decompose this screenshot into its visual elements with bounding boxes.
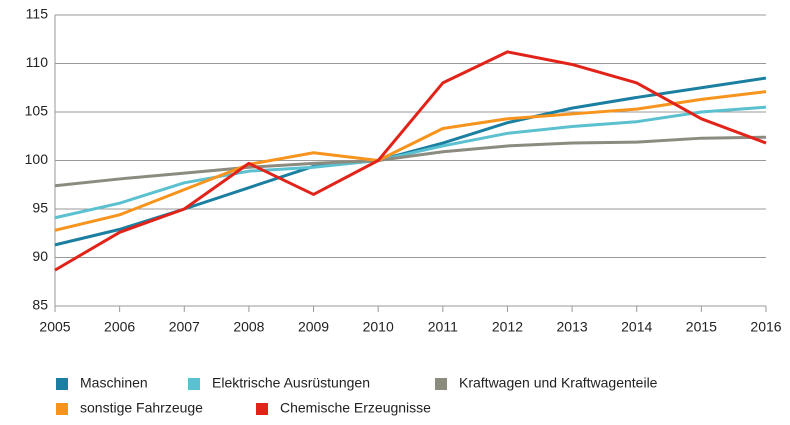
y-tick-label: 115 — [26, 6, 49, 22]
x-tick-label: 2015 — [686, 319, 717, 335]
x-tick-label: 2014 — [621, 319, 652, 335]
legend-swatch — [435, 378, 447, 390]
series-line — [54, 135, 767, 188]
x-tick-label: 2009 — [298, 319, 329, 335]
legend-label: sonstige Fahrzeuge — [80, 400, 203, 416]
legend-label: Kraftwagen und Kraftwagenteile — [459, 375, 658, 391]
series-line — [54, 50, 767, 272]
legend-swatch — [188, 378, 200, 390]
y-tick-label: 90 — [32, 248, 48, 264]
x-tick-label: 2006 — [104, 319, 135, 335]
y-tick-label: 110 — [26, 54, 49, 70]
x-tick-label: 2016 — [750, 319, 781, 335]
legend-label: Elektrische Ausrüstungen — [212, 375, 370, 391]
legend-swatch — [56, 403, 68, 415]
x-tick-label: 2013 — [557, 319, 588, 335]
series-line — [54, 105, 767, 220]
legend-swatch — [56, 378, 68, 390]
legend-label: Maschinen — [80, 375, 148, 391]
legend-label: Chemische Erzeugnisse — [280, 400, 431, 416]
x-tick-label: 2007 — [169, 319, 200, 335]
series-line — [54, 90, 767, 232]
series-line — [54, 76, 767, 247]
y-tick-label: 85 — [32, 297, 48, 313]
y-tick-label: 100 — [25, 151, 49, 167]
x-tick-label: 2008 — [233, 319, 264, 335]
legend-swatch — [256, 403, 268, 415]
y-tick-label: 105 — [25, 103, 49, 119]
x-tick-label: 2011 — [428, 319, 458, 335]
x-tick-label: 2005 — [39, 319, 70, 335]
x-tick-label: 2012 — [492, 319, 523, 335]
x-tick-label: 2010 — [363, 319, 394, 335]
y-tick-label: 95 — [32, 200, 48, 216]
